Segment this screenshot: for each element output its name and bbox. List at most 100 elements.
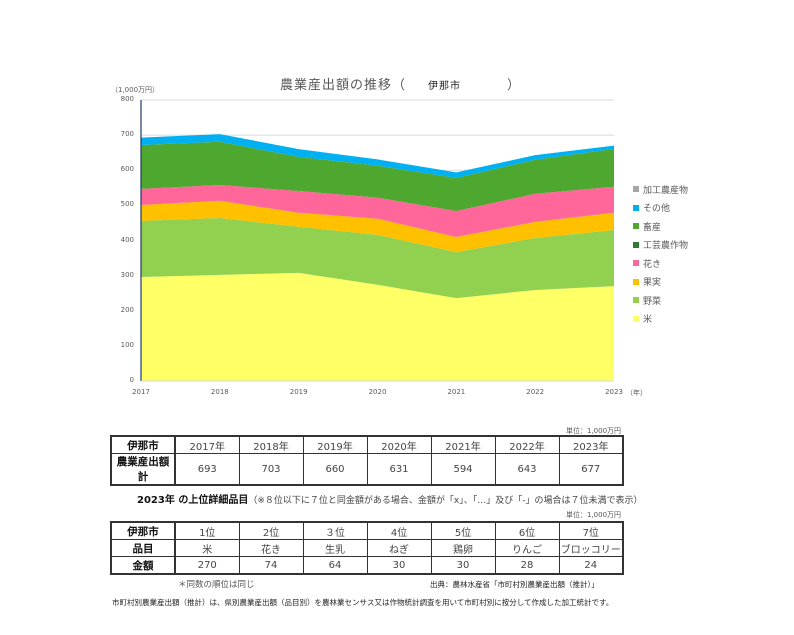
item-cell: りんご (494, 539, 560, 557)
legend-label: 畜産 (643, 222, 662, 233)
legend-item: 加工農産物 (633, 180, 688, 199)
legend-item: その他 (633, 199, 688, 218)
rank-cell: 2位 (238, 521, 304, 540)
legend-swatch-icon (633, 297, 639, 304)
totals-value-row: 農業産出額計 693 703 660 631 594 643 677 (110, 453, 624, 486)
item-row: 品目 米 花き 生乳 ねぎ 鶏卵 りんご ブロッコリー (110, 539, 624, 557)
legend-item: 米 (633, 310, 688, 329)
stacked-area-chart (140, 99, 614, 382)
y-tick-label: 100 (120, 340, 134, 349)
legend-label: 花き (643, 259, 662, 270)
year-header: 2021年 (430, 435, 496, 454)
row-label: 金額 (110, 556, 176, 575)
year-header: 2018年 (238, 435, 304, 454)
detail-heading-note: （※８位以下に７位と同金額がある場合、金額が「x」、「…」及び「-」の場合は７位… (248, 496, 643, 506)
legend-swatch-icon (633, 223, 639, 230)
rank-cell: 1位 (174, 521, 240, 540)
y-tick-label: 800 (120, 95, 134, 103)
legend-item: 工芸農作物 (633, 236, 688, 255)
amount-cell: 74 (238, 556, 304, 575)
city-header: 伊那市 (110, 521, 176, 540)
chart-title: 農業産出額の推移（ 伊那市 ） (280, 74, 521, 93)
y-axis-unit-label: （1,000万円） (111, 86, 160, 94)
legend-swatch-icon (633, 260, 639, 267)
rank-cell: 5位 (430, 521, 496, 540)
amount-row: 金額 270 74 64 30 30 28 24 (110, 556, 624, 575)
detail-heading: 2023年 の上位詳細品目（※８位以下に７位と同金額がある場合、金額が「x」、「… (137, 491, 642, 506)
x-tick-label: 2020 (368, 388, 387, 396)
row-label: 品目 (110, 539, 176, 557)
rank-cell: ３位 (302, 521, 368, 540)
source-note: 出典：農林水産省「市町村別農業産出額（推計）」 (430, 580, 599, 589)
year-header: 2017年 (174, 435, 240, 454)
total-value: 643 (494, 453, 560, 486)
amount-cell: 270 (174, 556, 240, 575)
x-tick-label: 2018 (210, 388, 229, 396)
legend-label: 野菜 (643, 296, 662, 307)
legend-item: 野菜 (633, 291, 688, 310)
year-header: 2019年 (302, 435, 368, 454)
total-value: 660 (302, 453, 368, 486)
rank-cell: 6位 (494, 521, 560, 540)
area-series (141, 134, 614, 178)
detail-unit-label: 単位：1,000万円 (566, 511, 622, 519)
total-value: 703 (238, 453, 304, 486)
amount-cell: 30 (430, 556, 496, 575)
city-header: 伊那市 (110, 435, 176, 454)
amount-cell: 30 (366, 556, 432, 575)
tie-note: ＊同数の順位は同じ (178, 580, 255, 590)
legend-label: 果実 (643, 278, 662, 289)
y-tick-label: 700 (120, 130, 134, 139)
amount-cell: 24 (558, 556, 624, 575)
legend-label: 加工農産物 (643, 185, 689, 196)
legend-label: その他 (643, 204, 671, 215)
rank-row: 伊那市 1位 2位 ３位 4位 5位 6位 7位 (110, 521, 624, 540)
year-header: 2022年 (494, 435, 560, 454)
item-cell: 生乳 (302, 539, 368, 557)
legend-item: 花き (633, 254, 688, 273)
row-label: 農業産出額計 (110, 453, 176, 486)
legend-label: 工芸農作物 (643, 241, 689, 252)
amount-cell: 28 (494, 556, 560, 575)
legend-swatch-icon (633, 204, 639, 211)
item-cell: 米 (174, 539, 240, 557)
rank-cell: 7位 (558, 521, 624, 540)
area-series (141, 185, 614, 237)
footnote: 市町村別農業産出額（推計）は、県別農業産出額（品目別）を農林業センサス又は作物統… (112, 598, 614, 607)
top-items-table: 伊那市 1位 2位 ３位 4位 5位 6位 7位 品目 米 花き 生乳 ねぎ 鶏… (110, 521, 624, 575)
detail-heading-title: 2023年 の上位詳細品目 (137, 495, 249, 506)
legend-item: 果実 (633, 273, 688, 292)
chart-title-city: 伊那市 (428, 81, 462, 92)
x-axis-unit-label: （年） (626, 389, 647, 397)
x-tick-label: 2022 (526, 388, 545, 396)
y-tick-label: 200 (120, 305, 134, 314)
amount-cell: 64 (302, 556, 368, 575)
totals-header-row: 伊那市 2017年 2018年 2019年 2020年 2021年 2022年 … (110, 435, 624, 454)
x-tick-label: 2023 (605, 388, 623, 396)
y-tick-label: 400 (120, 235, 134, 244)
legend-swatch-icon (633, 278, 639, 285)
legend-label: 米 (643, 315, 653, 326)
x-tick-label: 2019 (289, 388, 308, 396)
area-series (141, 218, 614, 299)
y-tick-label: 0 (129, 376, 134, 384)
item-cell: ブロッコリー (558, 539, 624, 557)
chart-title-prefix: 農業産出額の推移（ (280, 78, 407, 93)
legend-swatch-icon (633, 186, 639, 193)
area-series (141, 141, 614, 211)
rank-cell: 4位 (366, 521, 432, 540)
y-tick-label: 600 (120, 165, 134, 174)
area-series (141, 200, 614, 253)
y-tick-label: 500 (120, 200, 134, 209)
area-series (141, 272, 614, 381)
x-tick-label: 2021 (447, 388, 466, 396)
totals-table: 伊那市 2017年 2018年 2019年 2020年 2021年 2022年 … (110, 435, 624, 486)
item-cell: 鶏卵 (430, 539, 496, 557)
item-cell: ねぎ (366, 539, 432, 557)
legend-swatch-icon (633, 241, 639, 248)
year-header: 2023年 (558, 435, 624, 454)
year-header: 2020年 (366, 435, 432, 454)
chart-legend: 加工農産物その他畜産工芸農作物花き果実野菜米 (633, 180, 688, 328)
chart-title-suffix: ） (507, 78, 522, 93)
item-cell: 花き (238, 539, 304, 557)
